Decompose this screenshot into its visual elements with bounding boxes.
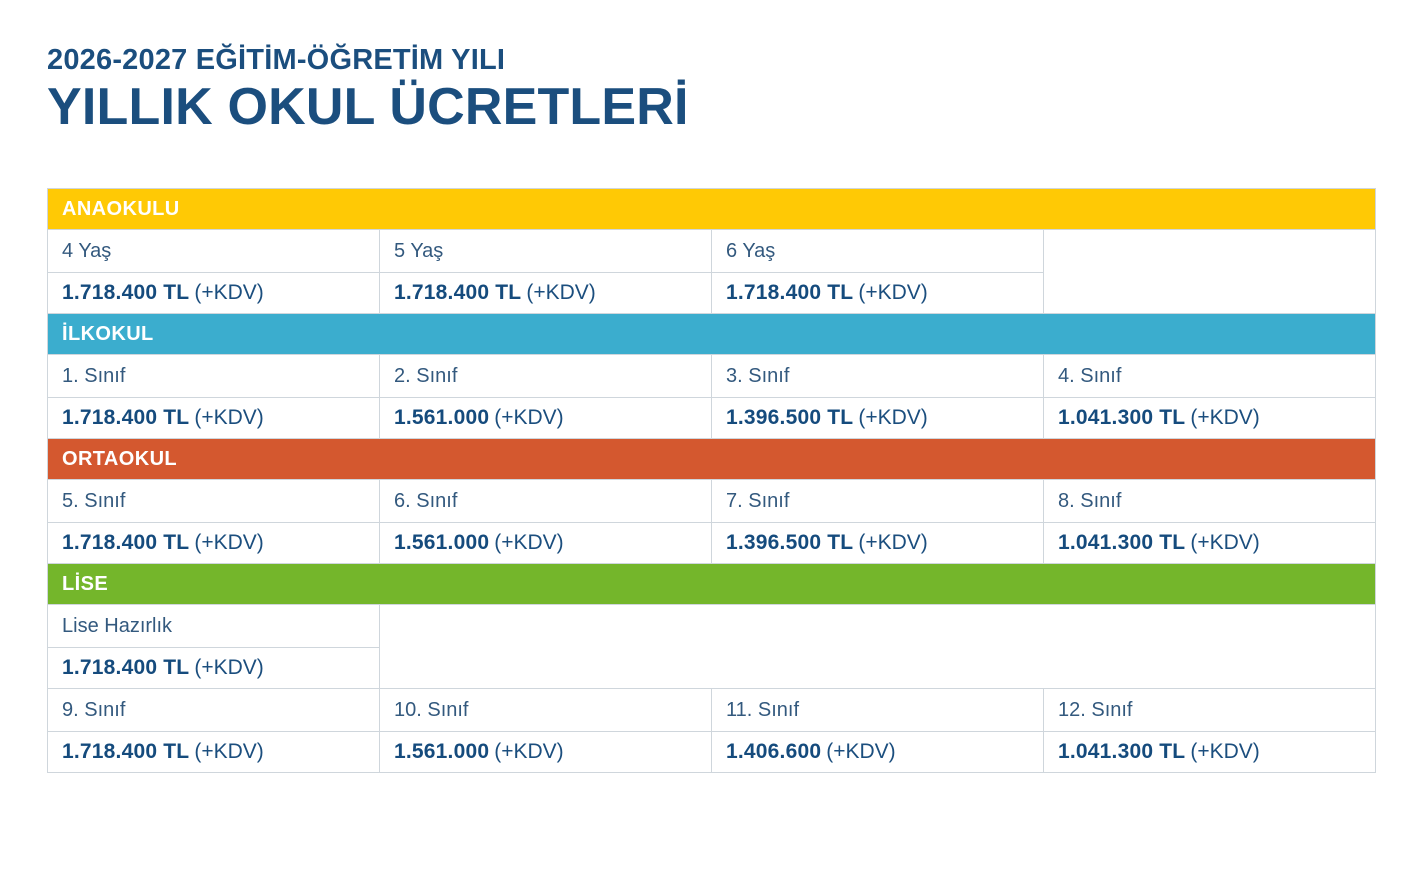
table-row: 4 Yaş 5 Yaş 6 Yaş: [47, 229, 1376, 314]
price-cell: 1.718.400 TL (+KDV): [47, 272, 380, 314]
grade-label: 8. Sınıf: [1043, 479, 1376, 523]
page: 2026-2027 EĞİTİM-ÖĞRETİM YILI YILLIK OKU…: [47, 44, 1376, 773]
price-cell: 1.718.400 TL (+KDV): [47, 731, 380, 773]
price-amount: 1.718.400 TL: [394, 281, 522, 304]
table-row: Lise Hazırlık: [47, 604, 1376, 689]
kdv-note: (+KDV): [494, 531, 564, 554]
grade-label: 6 Yaş: [711, 229, 1044, 273]
grade-label: 7. Sınıf: [711, 479, 1044, 523]
table-row: 1.718.400 TL (+KDV) 1.561.000 (+KDV) 1.406…: [47, 731, 1376, 773]
table-row: 1.718.400 TL (+KDV) 1.561.000 (+KDV) 1.396…: [47, 522, 1376, 564]
price-cell: 1.561.000 (+KDV): [379, 522, 712, 564]
price-amount: 1.561.000: [394, 740, 490, 763]
kdv-note: (+KDV): [194, 281, 264, 304]
price-amount: 1.718.400 TL: [62, 406, 190, 429]
grade-label: 1. Sınıf: [47, 354, 380, 398]
grade-label: 10. Sınıf: [379, 688, 712, 732]
section-header-ortaokul: ORTAOKUL: [47, 438, 1376, 480]
page-title-year: 2026-2027 EĞİTİM-ÖĞRETİM YILI: [47, 44, 506, 76]
price-amount: 1.041.300 TL: [1058, 740, 1186, 763]
grade-label: 11. Sınıf: [711, 688, 1044, 732]
kdv-note: (+KDV): [194, 740, 264, 763]
price-amount: 1.718.400 TL: [62, 281, 190, 304]
price-cell: 1.718.400 TL (+KDV): [47, 647, 380, 689]
grade-label: 2. Sınıf: [379, 354, 712, 398]
table-row: 1. Sınıf 2. Sınıf 3. Sınıf 4. Sınıf: [47, 354, 1376, 398]
price-amount: 1.561.000: [394, 531, 490, 554]
grade-label: 6. Sınıf: [379, 479, 712, 523]
section-header-anaokulu: ANAOKULU: [47, 188, 1376, 230]
table-row: ANAOKULU: [47, 188, 1376, 230]
table-row: LİSE: [47, 563, 1376, 605]
price-cell: 1.561.000 (+KDV): [379, 397, 712, 439]
kdv-note: (+KDV): [1190, 740, 1260, 763]
table-row: İLKOKUL: [47, 313, 1376, 355]
kdv-note: (+KDV): [1190, 531, 1260, 554]
empty-cell: [379, 604, 1376, 689]
kdv-note: (+KDV): [858, 531, 928, 554]
table-row: 1.718.400 TL (+KDV) 1.718.400 TL (+KDV) 1.…: [47, 272, 1376, 314]
grade-label: Lise Hazırlık: [47, 604, 380, 648]
grade-label: 9. Sınıf: [47, 688, 380, 732]
price-amount: 1.718.400 TL: [726, 281, 854, 304]
kdv-note: (+KDV): [826, 740, 896, 763]
grade-label: 12. Sınıf: [1043, 688, 1376, 732]
kdv-note: (+KDV): [1190, 406, 1260, 429]
kdv-note: (+KDV): [494, 740, 564, 763]
price-amount: 1.561.000: [394, 406, 490, 429]
kdv-note: (+KDV): [494, 406, 564, 429]
price-cell: 1.718.400 TL (+KDV): [47, 522, 380, 564]
kdv-note: (+KDV): [858, 281, 928, 304]
grade-label: 5 Yaş: [379, 229, 712, 273]
section-header-lise: LİSE: [47, 563, 1376, 605]
price-cell: 1.041.300 TL (+KDV): [1043, 731, 1376, 773]
kdv-note: (+KDV): [194, 656, 264, 679]
price-cell: 1.396.500 TL (+KDV): [711, 397, 1044, 439]
price-amount: 1.718.400 TL: [62, 656, 190, 679]
price-cell: 1.718.400 TL (+KDV): [47, 397, 380, 439]
page-title: YILLIK OKUL ÜCRETLERİ: [47, 78, 689, 136]
kdv-note: (+KDV): [194, 406, 264, 429]
kdv-note: (+KDV): [526, 281, 596, 304]
price-amount: 1.396.500 TL: [726, 531, 854, 554]
table-row: 1.718.400 TL (+KDV): [47, 647, 1376, 689]
price-cell: 1.718.400 TL (+KDV): [711, 272, 1044, 314]
price-cell: 1.041.300 TL (+KDV): [1043, 397, 1376, 439]
table-row: 5. Sınıf 6. Sınıf 7. Sınıf 8. Sınıf: [47, 479, 1376, 523]
price-amount: 1.396.500 TL: [726, 406, 854, 429]
kdv-note: (+KDV): [194, 531, 264, 554]
grade-label: 4. Sınıf: [1043, 354, 1376, 398]
fees-table: ANAOKULU 4 Yaş 5 Yaş 6 Yaş 1.718.400 TL(…: [47, 188, 1376, 773]
price-amount: 1.718.400 TL: [62, 531, 190, 554]
section-header-ilkokul: İLKOKUL: [47, 313, 1376, 355]
price-amount: 1.406.600: [726, 740, 822, 763]
table-row: ORTAOKUL: [47, 438, 1376, 480]
empty-cell: [1043, 229, 1376, 314]
price-cell: 1.406.600 (+KDV): [711, 731, 1044, 773]
price-amount: 1.041.300 TL: [1058, 531, 1186, 554]
grade-label: 5. Sınıf: [47, 479, 380, 523]
price-amount: 1.718.400 TL: [62, 740, 190, 763]
price-cell: 1.041.300 TL (+KDV): [1043, 522, 1376, 564]
grade-label: 4 Yaş: [47, 229, 380, 273]
price-cell: 1.396.500 TL (+KDV): [711, 522, 1044, 564]
price-amount: 1.041.300 TL: [1058, 406, 1186, 429]
kdv-note: (+KDV): [858, 406, 928, 429]
price-cell: 1.718.400 TL (+KDV): [379, 272, 712, 314]
table-row: 9. Sınıf 10. Sınıf 11. Sınıf 12. Sınıf: [47, 688, 1376, 732]
price-cell: 1.561.000 (+KDV): [379, 731, 712, 773]
table-row: 1.718.400 TL (+KDV) 1.561.000 (+KDV) 1.396…: [47, 397, 1376, 439]
grade-label: 3. Sınıf: [711, 354, 1044, 398]
